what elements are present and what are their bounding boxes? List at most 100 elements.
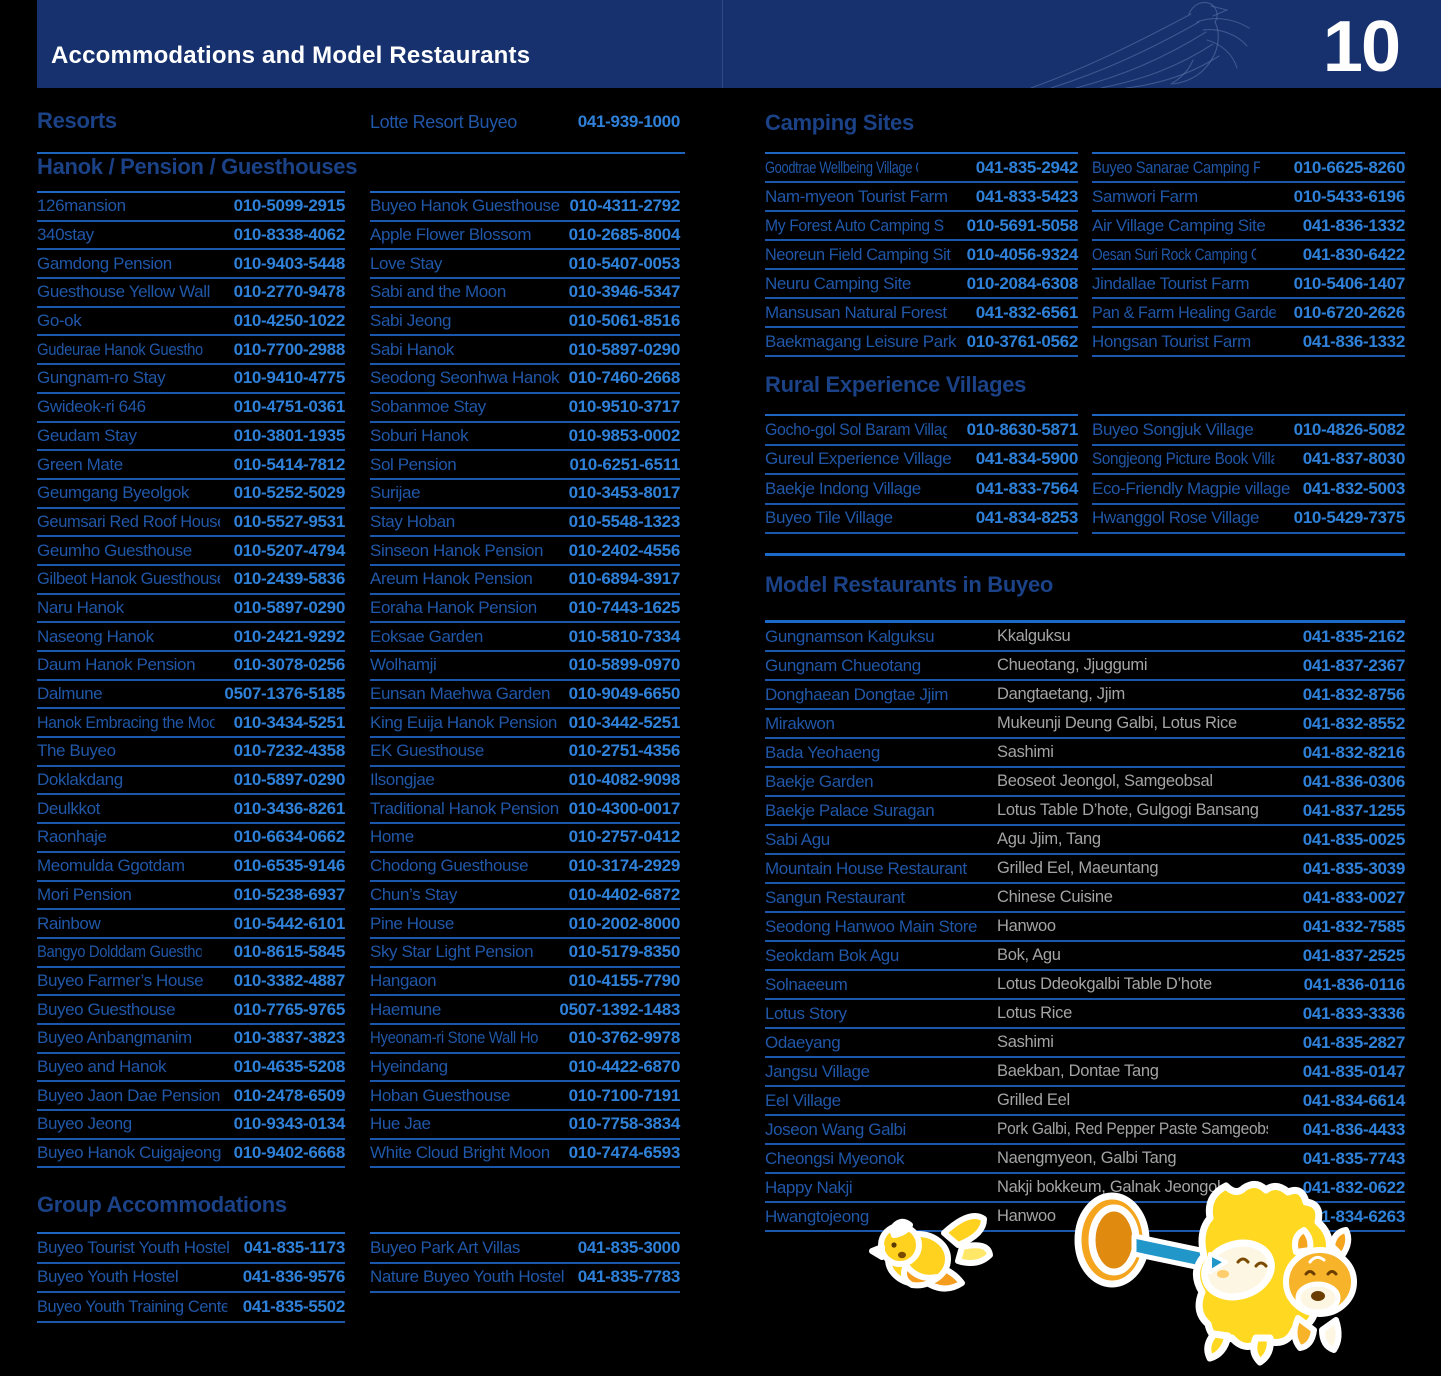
list-item: Eunsan Maehwa Garden 010-9049-6650 [370, 681, 680, 710]
place-name: Chodong Guesthouse [370, 856, 529, 876]
section-title: Model Restaurants in Buyeo [765, 572, 1054, 597]
list-item: Buyeo Jeong 010-9343-0134 [37, 1111, 345, 1140]
phone-number: 041-832-5003 [1302, 478, 1406, 498]
place-name: Chun’s Stay [370, 884, 457, 904]
phone-number: 010-2421-9292 [233, 626, 346, 646]
list-item: Geudam Stay 010-3801-1935 [37, 423, 345, 452]
place-name: Areum Hanok Pension [370, 569, 533, 589]
phone-number: 041-834-8253 [975, 508, 1079, 528]
place-name: Buyeo Park Art Villas [370, 1237, 521, 1257]
menu-description: Chinese Cuisine [997, 888, 1113, 906]
place-name: Surijae [370, 483, 421, 503]
section-divider [765, 553, 1405, 556]
place-name: Hwanggol Rose Village [1092, 508, 1260, 528]
place-name: Ilsongjae [370, 770, 435, 790]
hanok-column-1: 126mansion 010-5099-2915 340stay 010-833… [37, 191, 346, 1169]
list-item: Chodong Guesthouse 010-3174-2929 [370, 853, 680, 882]
list-item: Jindallae Tourist Farm 010-5406-1407 [1092, 270, 1405, 299]
list-item: Buyeo Anbangmanim 010-3837-3823 [37, 1025, 345, 1054]
phoenix-icon [1030, 1, 1250, 88]
menu-description: Bok, Agu [997, 946, 1061, 964]
place-name: Buyeo Farmer’s House [37, 970, 204, 990]
phone-number: 010-2402-4556 [568, 540, 681, 560]
place-name: Pine House [370, 913, 454, 933]
list-item: Sobanmoe Stay 010-9510-3717 [370, 394, 680, 423]
list-item: Pan & Farm Healing Garden 010-6720-2626 [1092, 299, 1405, 328]
list-item: Love Stay 010-5407-0053 [370, 250, 680, 280]
group-column-2: Buyeo Park Art Villas 041-835-3000 Natur… [370, 1232, 680, 1323]
restaurant-name: Seodong Hanwoo Main Store [765, 916, 978, 936]
list-item: Air Village Camping Site 041-836-1332 [1092, 212, 1405, 241]
list-item: Rainbow 010-5442-6101 [37, 910, 345, 939]
phone-number: 041-836-0306 [1302, 771, 1406, 791]
section-resorts: Resorts Lotte Resort Buyeo 041-939-1000 [37, 106, 685, 154]
place-name: Buyeo Anbangmanim [37, 1028, 192, 1048]
trumpet-mascot-icon [1074, 1181, 1357, 1366]
phone-number: 010-5810-7334 [568, 626, 681, 646]
list-item: Gamdong Pension 010-9403-5448 [37, 250, 346, 280]
menu-description: Pork Galbi, Red Pepper Paste Samgeobsal [997, 1120, 1269, 1138]
place-name: Songjeong Picture Book Village [1092, 449, 1274, 469]
place-name: Sinseon Hanok Pension [370, 540, 544, 560]
list-item: Areum Hanok Pension 010-6894-3917 [370, 566, 680, 595]
list-item: 126mansion 010-5099-2915 [37, 193, 345, 222]
bird-mascot-icon [869, 1213, 993, 1292]
list-item: Dalmune 0507-1376-5185 [37, 681, 345, 710]
phone-number: 010-2751-4356 [568, 741, 681, 761]
place-name: Neuru Camping Site [765, 273, 911, 293]
list-item: Oesan Suri Rock Camping Garden 041-830-6… [1092, 241, 1405, 270]
phone-number: 010-5897-0290 [233, 597, 346, 617]
phone-number: 010-5179-8350 [568, 942, 681, 962]
list-item: Geumgang Byeolgok 010-5252-5029 [37, 480, 345, 509]
place-name: Hanok Embracing the Moon [37, 712, 215, 732]
place-name: Gilbeot Hanok Guesthouse [37, 569, 220, 589]
page-number: 10 [1322, 7, 1401, 87]
menu-description: Nakji bokkeum, Galnak Jeongol [997, 1178, 1221, 1196]
place-name: Stay Hoban [370, 511, 455, 531]
list-item: Buyeo Tourist Youth Hostel 041-835-1173 [37, 1234, 345, 1264]
list-item: Neuru Camping Site 010-2084-6308 [765, 270, 1078, 299]
list-item: Hanok Embracing the Moon 010-3434-5251 [37, 709, 345, 739]
place-name: Deulkkot [37, 798, 100, 818]
list-item: Geumsari Red Roof House 010-5527-9531 [37, 509, 345, 538]
phone-number: 041-832-0622 [1302, 1177, 1406, 1197]
menu-description: Agu Jjim, Tang [997, 830, 1101, 848]
list-item: Sabi Jeong 010-5061-8516 [370, 308, 680, 337]
list-item: Eoraha Hanok Pension 010-7443-1625 [370, 595, 680, 624]
phone-number: 010-7700-2988 [233, 339, 346, 359]
restaurant-name: Baekje Garden [765, 771, 874, 791]
list-item: Neoreun Field Camping Site 010-4056-9324 [765, 241, 1078, 270]
page-gutter-line [722, 0, 723, 88]
phone-number: 010-5429-7375 [1293, 508, 1406, 528]
phone-number: 010-8615-5845 [233, 942, 346, 962]
place-name: Sobanmoe Stay [370, 397, 486, 417]
menu-description: Lotus Ddeokgalbi Table D’hote [997, 975, 1212, 993]
place-name: Buyeo Hanok Cuigajeong [37, 1143, 222, 1163]
list-item: Buyeo Tile Village 041-834-8253 [765, 505, 1079, 534]
phone-number: 010-9403-5448 [233, 253, 346, 273]
phone-number: 041-834-6263 [1302, 1206, 1406, 1226]
place-name: My Forest Auto Camping Site [765, 215, 944, 235]
phone-number: 041-836-4433 [1302, 1119, 1406, 1139]
phone-number: 010-4056-9324 [966, 244, 1079, 264]
list-item: Nam-myeon Tourist Farm 041-833-5423 [765, 183, 1078, 212]
list-item: Sabi and the Moon 010-3946-5347 [370, 279, 680, 308]
phone-number: 010-3442-5251 [568, 712, 681, 732]
phone-number: 010-7100-7191 [568, 1085, 681, 1105]
phone-number: 041-832-6561 [975, 302, 1079, 322]
phone-number: 010-3801-1935 [233, 425, 346, 445]
place-name: Naru Hanok [37, 597, 124, 617]
place-name: Oesan Suri Rock Camping Garden [1092, 244, 1256, 264]
table-row: Odaeyang Sashimi 041-835-2827 [765, 1029, 1405, 1058]
phone-number: 041-834-6614 [1302, 1090, 1406, 1110]
list-item: Hwanggol Rose Village 010-5429-7375 [1092, 505, 1406, 534]
phone-number: 010-5433-6196 [1293, 186, 1406, 206]
phone-number: 041-835-2162 [1302, 626, 1406, 646]
phone-number: 010-4402-6872 [568, 884, 681, 904]
phone-number: 010-5099-2915 [233, 196, 346, 216]
camping-column-1: Goodtrae Wellbeing Village Glamping 041-… [765, 152, 1078, 357]
list-item: Hyeonam-ri Stone Wall House 010-3762-997… [370, 1025, 680, 1054]
place-name: Eoksae Garden [370, 626, 483, 646]
phone-number: 041-837-1255 [1302, 800, 1406, 820]
place-name: Sol Pension [370, 454, 457, 474]
